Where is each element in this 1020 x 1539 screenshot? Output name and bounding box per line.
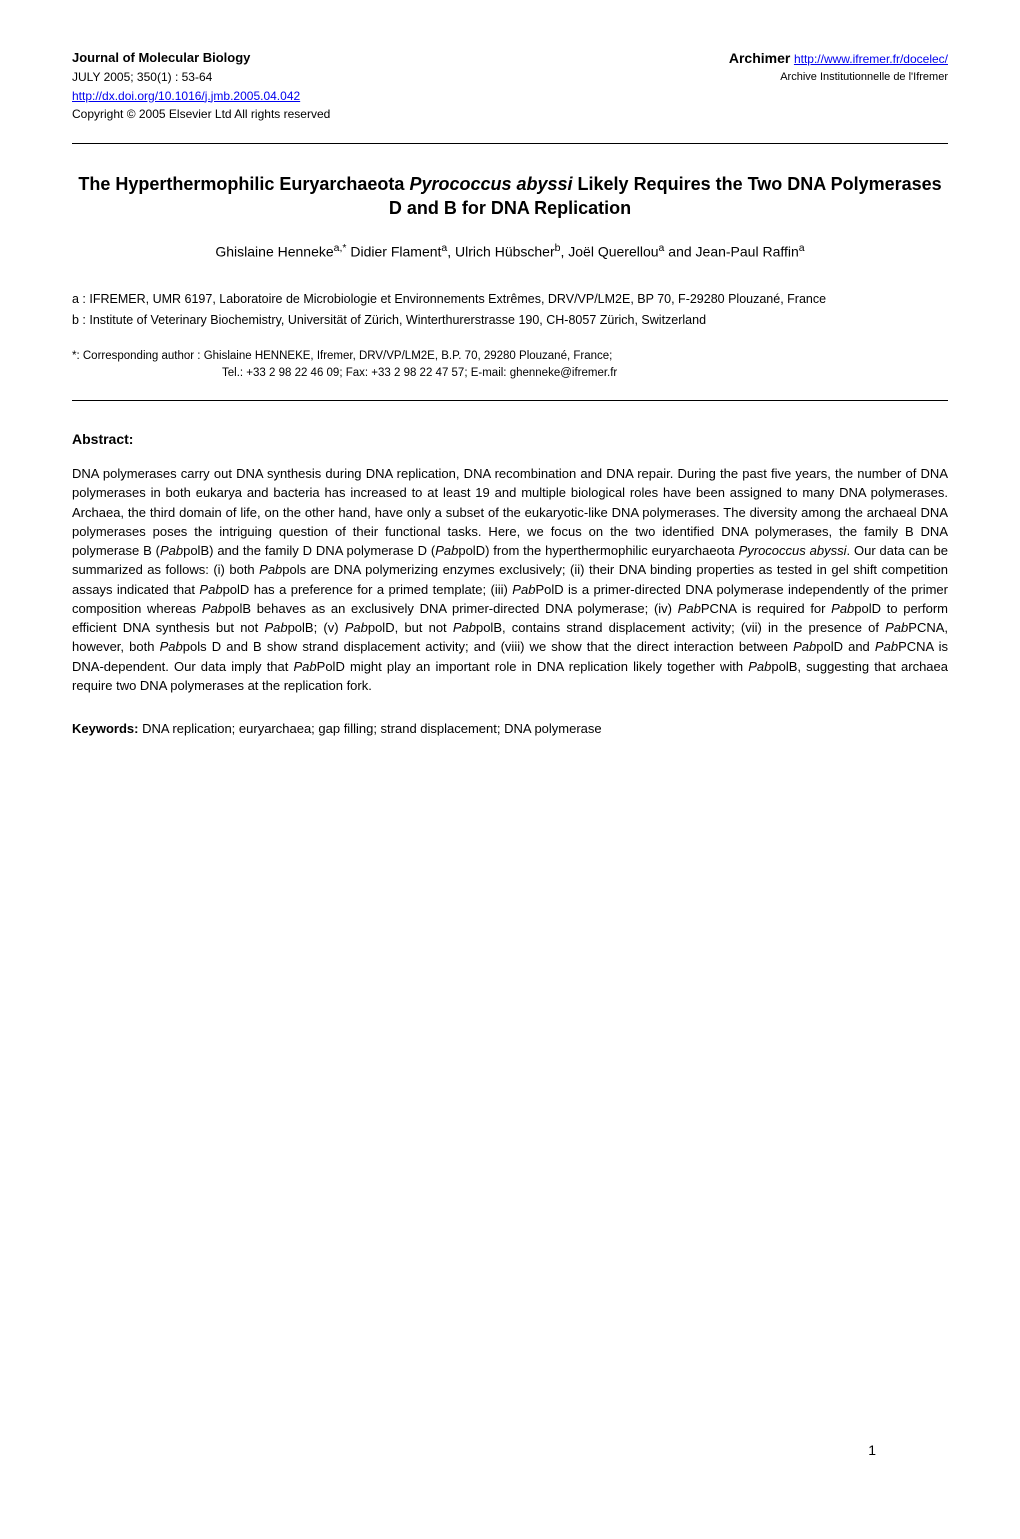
- title-prefix: The Hyperthermophilic Euryarchaeota: [78, 174, 409, 194]
- keywords-label: Keywords:: [72, 721, 138, 736]
- corresponding-line-1: *: Corresponding author : Ghislaine HENN…: [72, 348, 948, 365]
- copyright-line: Copyright © 2005 Elsevier Ltd All rights…: [72, 105, 510, 123]
- paper-title: The Hyperthermophilic Euryarchaeota Pyro…: [72, 172, 948, 221]
- top-rule: [72, 143, 948, 144]
- corresponding-author: *: Corresponding author : Ghislaine HENN…: [72, 348, 948, 383]
- affiliations-block: a : IFREMER, UMR 6197, Laboratoire de Mi…: [72, 290, 948, 330]
- abstract-body: DNA polymerases carry out DNA synthesis …: [72, 464, 948, 695]
- abstract-heading: Abstract:: [72, 429, 948, 450]
- journal-block: Journal of Molecular Biology JULY 2005; …: [72, 48, 510, 123]
- journal-issue: JULY 2005; 350(1) : 53-64: [72, 68, 510, 86]
- journal-name: Journal of Molecular Biology: [72, 48, 510, 68]
- archimer-label: Archimer: [729, 50, 790, 66]
- header: Journal of Molecular Biology JULY 2005; …: [72, 48, 948, 123]
- archive-line: Archive Institutionnelle de l'Ifremer: [510, 69, 948, 86]
- archimer-link[interactable]: http://www.ifremer.fr/docelec/: [794, 52, 948, 66]
- corresponding-line-2: Tel.: +33 2 98 22 46 09; Fax: +33 2 98 2…: [72, 365, 948, 382]
- authors-line: Ghislaine Hennekea,* Didier Flamenta, Ul…: [72, 241, 948, 263]
- mid-rule: [72, 400, 948, 401]
- archimer-block: Archimer http://www.ifremer.fr/docelec/ …: [510, 48, 948, 86]
- affiliation-a: a : IFREMER, UMR 6197, Laboratoire de Mi…: [72, 290, 948, 309]
- title-species: Pyrococcus abyssi: [409, 174, 572, 194]
- page-number: 1: [868, 1440, 876, 1461]
- keywords-text: DNA replication; euryarchaea; gap fillin…: [138, 721, 601, 736]
- keywords-line: Keywords: DNA replication; euryarchaea; …: [72, 719, 948, 739]
- doi-link[interactable]: http://dx.doi.org/10.1016/j.jmb.2005.04.…: [72, 89, 300, 103]
- affiliation-b: b : Institute of Veterinary Biochemistry…: [72, 311, 948, 330]
